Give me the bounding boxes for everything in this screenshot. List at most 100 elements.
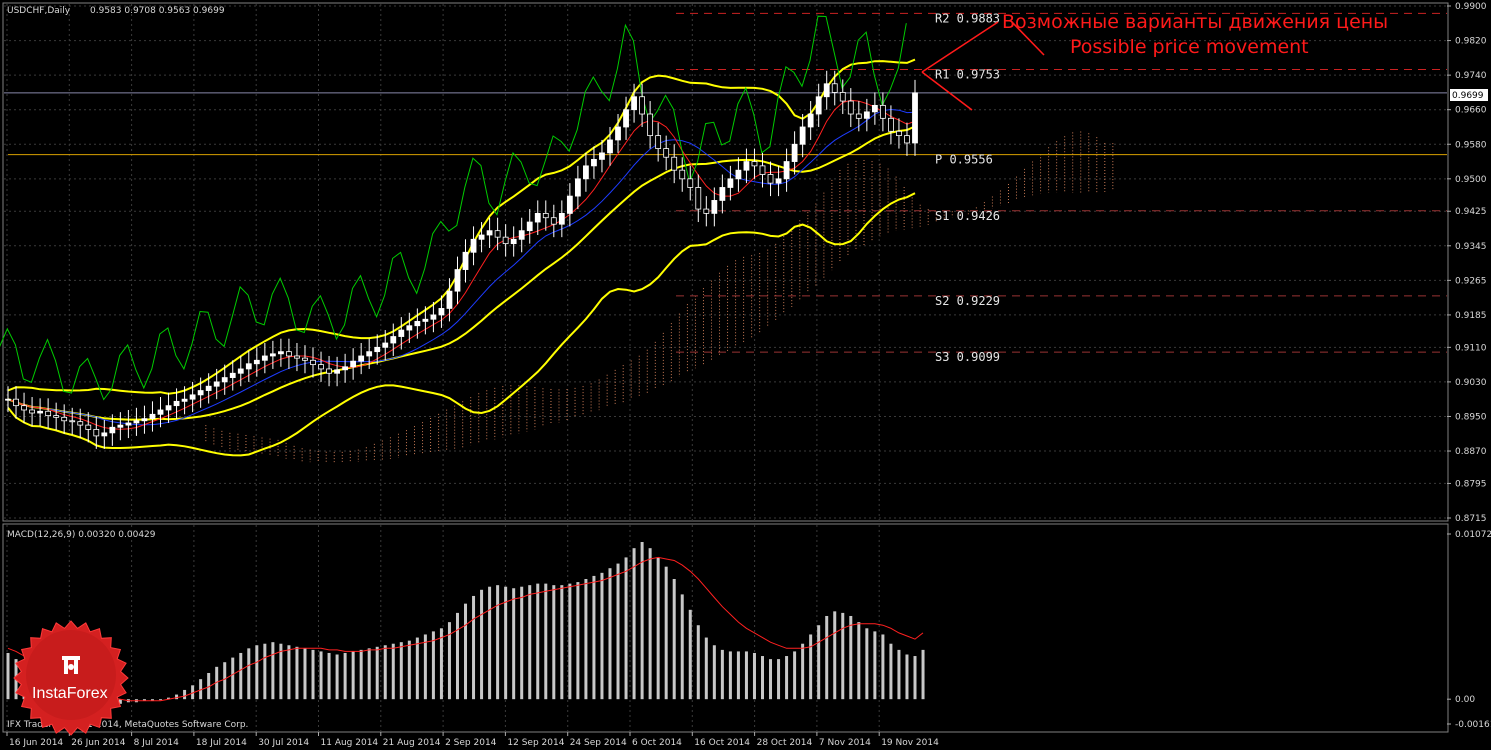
macd-bar bbox=[496, 585, 500, 700]
candle-body bbox=[157, 409, 164, 415]
price-tick-label: 0.9740 bbox=[1455, 71, 1487, 81]
ichimoku-cloud bbox=[205, 131, 1114, 463]
candle-body bbox=[655, 135, 662, 149]
macd-bar bbox=[247, 648, 251, 700]
candle-body bbox=[591, 158, 597, 167]
macd-bar bbox=[536, 583, 540, 700]
candle-body bbox=[229, 372, 236, 378]
macd-signal-line bbox=[7, 556, 924, 702]
candle-body bbox=[125, 422, 132, 426]
macd-bar bbox=[905, 654, 909, 700]
macd-bar bbox=[873, 631, 877, 700]
candle-body bbox=[45, 410, 52, 417]
macd-bar bbox=[809, 634, 813, 700]
candle-body bbox=[783, 161, 790, 180]
candle-body bbox=[526, 221, 533, 232]
macd-bar bbox=[263, 643, 267, 700]
macd-bar bbox=[447, 622, 451, 700]
candle-body bbox=[799, 126, 806, 145]
macd-bar bbox=[720, 649, 724, 700]
candle-body bbox=[888, 117, 894, 132]
logo-text: InstaForex bbox=[32, 685, 108, 702]
macd-bar bbox=[632, 548, 636, 700]
macd-bar bbox=[841, 612, 845, 700]
candle-body bbox=[896, 130, 902, 137]
macd-bar bbox=[191, 685, 195, 700]
macd-bar bbox=[584, 578, 588, 700]
price-tick-label: 0.8870 bbox=[1455, 447, 1487, 457]
current-price-badge bbox=[1450, 89, 1488, 101]
candle-body bbox=[615, 126, 621, 141]
price-tick-label: 0.9030 bbox=[1455, 378, 1487, 388]
macd-bar bbox=[664, 566, 668, 700]
candle-body bbox=[863, 111, 870, 119]
macd-bar bbox=[592, 575, 596, 700]
macd-bar bbox=[712, 645, 716, 700]
ma-blue-line bbox=[7, 108, 916, 426]
candle-body bbox=[53, 415, 60, 418]
candle-body bbox=[735, 169, 742, 180]
macd-bar bbox=[849, 615, 853, 700]
macd-bar bbox=[391, 643, 395, 700]
candle-body bbox=[550, 217, 557, 225]
candle-body bbox=[189, 394, 196, 400]
bollinger-lower-line bbox=[7, 192, 916, 457]
pivot-levels: R2 0.9883 R1 0.9753 P 0.9556 S1 0.9426 S2 0.… bbox=[4, 11, 1447, 364]
chart-title: USDCHF,Daily bbox=[7, 6, 71, 16]
macd-bar bbox=[464, 603, 468, 700]
candle-body bbox=[374, 346, 381, 353]
annotation-ru: Возможные варианты движения цены bbox=[1002, 11, 1388, 33]
candle-body bbox=[253, 359, 260, 365]
candle-body bbox=[647, 113, 654, 137]
candle-body bbox=[623, 109, 629, 128]
macd-bar bbox=[680, 594, 684, 700]
candle-body bbox=[245, 363, 252, 370]
date-tick-label: 16 Jun 2014 bbox=[9, 738, 63, 748]
candle-body bbox=[101, 432, 108, 437]
macd-bar bbox=[600, 572, 604, 700]
macd-bar bbox=[488, 586, 492, 700]
macd-bar bbox=[857, 622, 861, 700]
macd-bar bbox=[817, 625, 821, 700]
candle-body bbox=[165, 405, 172, 411]
candle-body bbox=[141, 418, 148, 422]
macd-bar bbox=[744, 651, 748, 700]
candle-body bbox=[342, 366, 349, 371]
pivot-label: S2 0.9229 bbox=[935, 294, 1000, 308]
candle-body bbox=[149, 413, 156, 420]
date-tick-label: 11 Aug 2014 bbox=[321, 738, 379, 748]
candle-body bbox=[855, 113, 862, 119]
candle-body bbox=[13, 398, 19, 407]
candle-body bbox=[719, 187, 726, 201]
candle-body bbox=[278, 351, 284, 355]
macd-bar bbox=[383, 645, 387, 700]
movement-arrows bbox=[921, 19, 1045, 111]
macd-tick-label: 0.01072 bbox=[1455, 530, 1491, 540]
macd-bar bbox=[656, 557, 660, 700]
date-tick-label: 2 Sep 2014 bbox=[445, 738, 497, 748]
pivot-label: R2 0.9883 bbox=[935, 11, 1000, 25]
macd-bar bbox=[343, 652, 347, 700]
macd-bar bbox=[439, 628, 443, 700]
candle-body bbox=[77, 421, 84, 426]
price-tick-label: 0.9580 bbox=[1455, 140, 1487, 150]
date-tick-label: 18 Jul 2014 bbox=[196, 738, 247, 748]
date-tick-label: 24 Sep 2014 bbox=[570, 738, 627, 748]
macd-bar bbox=[142, 699, 146, 701]
candle-body bbox=[743, 161, 750, 171]
macd-bar bbox=[520, 586, 524, 700]
candle-body bbox=[398, 329, 405, 337]
candle-body bbox=[358, 355, 365, 362]
price-tick-label: 0.9900 bbox=[1455, 2, 1487, 12]
bollinger-upper-line bbox=[7, 58, 916, 395]
candle-body bbox=[422, 318, 429, 322]
candle-body bbox=[390, 336, 397, 344]
macd-bar bbox=[367, 648, 371, 700]
candle-body bbox=[310, 359, 316, 366]
macd-bar bbox=[415, 637, 419, 700]
indicator-lines bbox=[0, 15, 916, 457]
macd-bar bbox=[504, 586, 508, 700]
macd-bar bbox=[167, 697, 171, 700]
pivot-label: S1 0.9426 bbox=[935, 209, 1000, 223]
